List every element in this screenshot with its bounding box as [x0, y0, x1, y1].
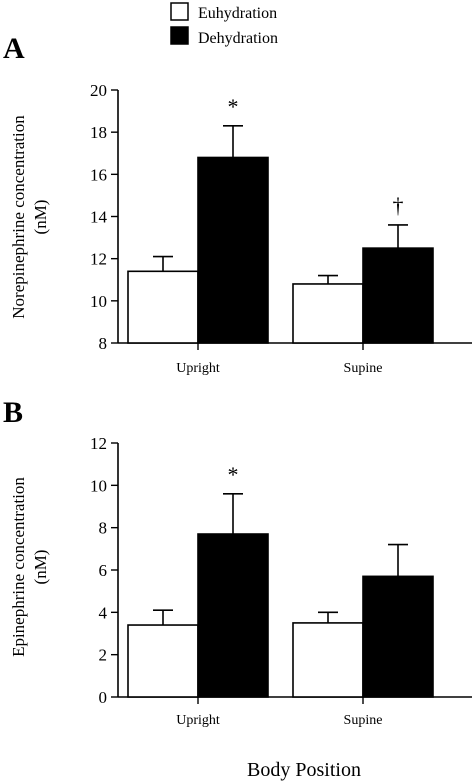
- legend-swatch-dehydration: [170, 26, 189, 45]
- panel-b-bar-euhydration-upright: [127, 624, 199, 698]
- panel-a-y-tick-label-5: 18: [90, 123, 107, 142]
- panel-b-y-tick-label-6: 12: [90, 434, 107, 453]
- panel-a-letter: A: [3, 32, 25, 65]
- panel-a-y-tick-label-3: 14: [90, 208, 108, 227]
- panel-a-y-tick-label-0: 8: [99, 334, 108, 353]
- panel-b-annotation-0: *: [228, 462, 239, 487]
- panel-b-bar-dehydration-upright: [197, 533, 269, 698]
- legend-swatch-euhydration: [170, 2, 189, 21]
- panel-b-y-tick-label-4: 8: [99, 519, 108, 538]
- panel-b-bar-dehydration-supine: [362, 575, 434, 698]
- legend: Euhydration Dehydration: [170, 2, 278, 47]
- panel-a-bar-euhydration-upright: [127, 270, 199, 344]
- panel-b-y-tick-label-5: 10: [90, 476, 107, 495]
- panel-a-y-tick-label-6: 20: [90, 81, 107, 100]
- panel-a-ylabel-line2: (nM): [31, 200, 50, 235]
- panel-b-ylabel-line2: (nM): [31, 550, 50, 585]
- x-axis-label: Body Position: [247, 759, 361, 781]
- panel-a-bar-dehydration-upright: [197, 156, 269, 344]
- panel-a: A Norepinephrine concentration (nM) 8 10 1…: [3, 32, 472, 376]
- panel-b-y-tick-label-2: 4: [99, 603, 108, 622]
- panel-b-bar-euhydration-supine: [292, 622, 364, 698]
- legend-label-dehydration: Dehydration: [198, 30, 278, 47]
- panel-b-y-tick-label-0: 0: [99, 688, 108, 707]
- panel-a-bar-euhydration-supine: [292, 283, 364, 344]
- panel-a-bar-dehydration-supine: [362, 247, 434, 344]
- panel-a-y-tick-label-1: 10: [90, 292, 107, 311]
- panel-b-category-label-0: Upright: [176, 713, 220, 728]
- panel-a-category-label-0: Upright: [176, 361, 220, 376]
- panel-a-y-tick-label-4: 16: [90, 165, 107, 184]
- panel-a-category-label-1: Supine: [344, 361, 383, 376]
- legend-label-euhydration: Euhydration: [198, 5, 277, 22]
- panel-b-ylabel-line1: Epinephrine concentration: [9, 477, 28, 657]
- panel-a-annotation-0: *: [228, 94, 239, 119]
- panel-b-letter: B: [3, 396, 23, 429]
- panel-b-category-label-1: Supine: [344, 713, 383, 728]
- panel-a-ylabel-line1: Norepinephrine concentration: [9, 115, 28, 319]
- panel-b-y-tick-label-3: 6: [99, 561, 108, 580]
- panel-a-y-tick-label-2: 12: [90, 250, 107, 269]
- panel-a-annotation-1: †: [393, 193, 404, 218]
- panel-b-y-tick-label-1: 2: [99, 646, 108, 665]
- panel-b: B Epinephrine concentration (nM) 0 2 4 6 8 10…: [3, 396, 472, 728]
